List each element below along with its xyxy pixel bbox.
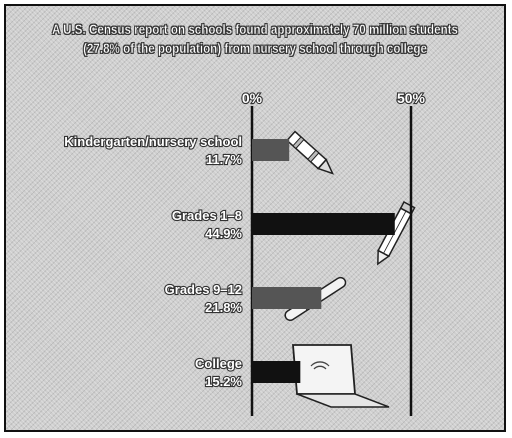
chart-frame: A U.S. Census report on schools found ap… <box>4 4 506 432</box>
value-label-grades-9-12: 21.8% <box>205 300 242 315</box>
category-label-college: College <box>195 356 242 371</box>
bar-grades-9-12 <box>252 287 322 309</box>
value-label-college: 15.2% <box>205 374 242 389</box>
category-label-grades-9-12: Grades 9–12 <box>165 282 242 297</box>
chart-title-line-2: (27.8% of the population) from nursery s… <box>83 41 427 56</box>
tick-label-zero: 0% <box>242 90 263 106</box>
bar-kindergarten <box>252 139 290 161</box>
value-label-kindergarten: 11.7% <box>206 152 243 167</box>
category-label-kindergarten: Kindergarten/nursery school <box>64 134 242 149</box>
chart-title: A U.S. Census report on schools found ap… <box>41 20 469 58</box>
bar-chart: 0% 50% Kindergarten/nursery school Grade… <box>63 89 427 416</box>
bar-grades-1-8 <box>252 213 395 235</box>
chart-title-line-1: A U.S. Census report on schools found ap… <box>51 22 458 37</box>
tick-label-fifty: 50% <box>397 90 426 106</box>
value-label-grades-1-8: 44.9% <box>205 226 242 241</box>
bar-college <box>252 361 301 383</box>
laptop-icon <box>292 344 390 408</box>
category-label-grades-1-8: Grades 1–8 <box>172 208 242 223</box>
crayon-icon <box>285 130 335 175</box>
